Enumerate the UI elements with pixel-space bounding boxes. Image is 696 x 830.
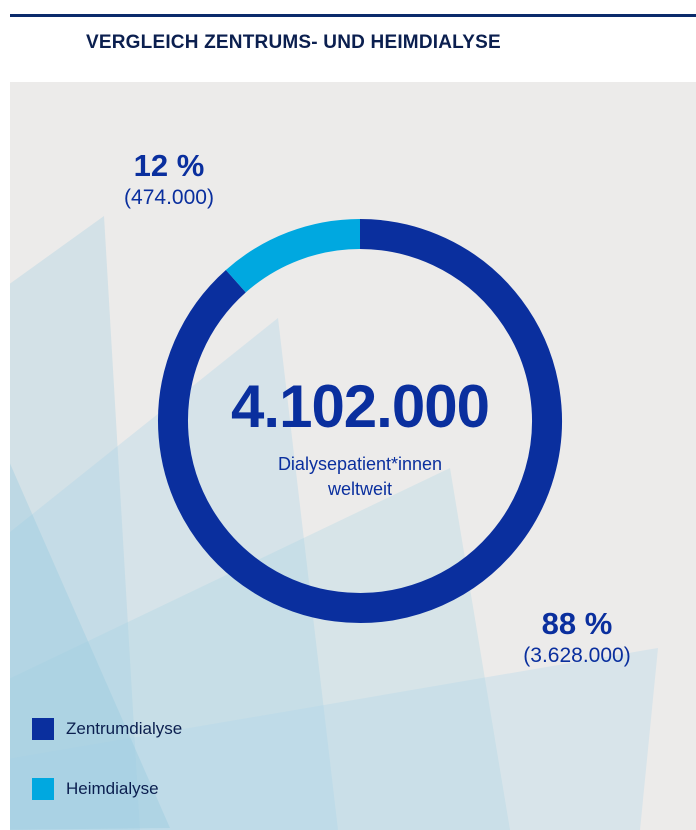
zentrum-percent-label: 88 % xyxy=(541,606,613,641)
heim-value-label: (474.000) xyxy=(124,186,214,209)
total-caption: Dialysepatient*innen weltweit xyxy=(235,452,485,502)
decor-shape xyxy=(10,318,338,830)
zentrum-value-label: (3.628.000) xyxy=(523,644,631,667)
donut-segment-zentrumdialyse xyxy=(158,219,562,623)
decor-shape xyxy=(10,648,658,830)
legend-item-heimdialyse: Heimdialyse xyxy=(32,776,182,802)
legend: Zentrumdialyse Heimdialyse xyxy=(32,716,182,830)
total-value: 4.102.000 xyxy=(231,373,490,440)
chart-panel: 12 % (474.000) 88 % (3.628.000) 4.102.00… xyxy=(10,82,696,830)
chart-title: VERGLEICH ZENTRUMS- UND HEIMDIALYSE xyxy=(86,32,501,53)
heim-percent-label: 12 % xyxy=(133,148,205,183)
legend-label-zentrumdialyse: Zentrumdialyse xyxy=(66,719,183,738)
total-caption-line2: weltweit xyxy=(327,479,393,499)
decor-shape xyxy=(10,468,510,830)
background-shapes xyxy=(10,216,658,830)
donut-chart xyxy=(158,219,562,623)
top-rule xyxy=(10,14,696,17)
total-caption-line1: Dialysepatient*innen xyxy=(277,454,443,474)
donut-segment-heimdialyse xyxy=(225,219,361,293)
legend-label-heimdialyse: Heimdialyse xyxy=(66,779,159,798)
legend-swatch-heimdialyse xyxy=(32,778,54,800)
legend-item-zentrumdialyse: Zentrumdialyse xyxy=(32,716,182,742)
legend-swatch-zentrumdialyse xyxy=(32,718,54,740)
decor-shape xyxy=(10,216,140,830)
